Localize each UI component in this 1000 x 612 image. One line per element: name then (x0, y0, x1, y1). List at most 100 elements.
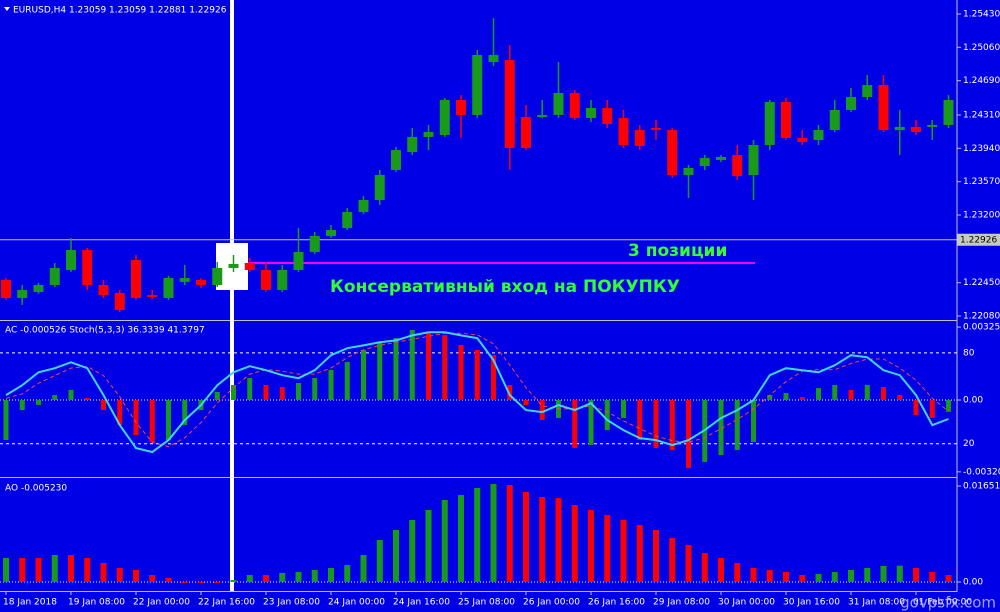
ac-bar (686, 400, 691, 469)
ao-bar (214, 581, 221, 583)
ac-bar (832, 384, 838, 401)
candle-body (342, 211, 353, 229)
ao-bar (230, 580, 237, 582)
ao-bar (198, 581, 204, 583)
ao-bar (896, 565, 903, 582)
candle-body (456, 99, 466, 115)
ac-bar (881, 386, 886, 401)
ac-bar (523, 400, 529, 405)
ao-bar (279, 572, 286, 582)
ac-bar (214, 391, 220, 401)
candle-body (261, 269, 271, 290)
ac-bar (296, 382, 301, 401)
ao-bar (165, 577, 172, 582)
ao-bar (523, 492, 529, 582)
candle-body (17, 289, 28, 298)
ao-bar (328, 567, 334, 582)
ao-bar (409, 520, 416, 582)
candle-body (244, 263, 255, 270)
candle-body (764, 101, 775, 145)
ao-bar (831, 571, 838, 582)
candle-body (781, 101, 791, 138)
candle-body (846, 97, 856, 111)
candle-body (537, 114, 548, 118)
ac-bar (491, 355, 496, 401)
x-tick-label: 24 Jan 00:00 (328, 598, 385, 608)
candle-body (277, 269, 288, 290)
candle-body (196, 279, 206, 286)
ac-bar (816, 388, 821, 401)
x-tick-label: 30 Jan 16:00 (783, 598, 840, 608)
last-price-label: 1.22926 (960, 235, 997, 245)
ao-bar (815, 573, 822, 582)
ac-bar (426, 331, 431, 401)
ao-bar (766, 570, 773, 582)
ao-bar (84, 557, 91, 582)
candle-body (878, 85, 889, 131)
y-tick-label: 1.22080 (963, 312, 1000, 322)
candle-body (732, 154, 743, 177)
ao-bar (685, 545, 692, 582)
candle-body (699, 157, 710, 166)
ac-bar (751, 400, 756, 442)
x-tick-label: 26 Jan 00:00 (523, 598, 580, 608)
ac-bar (767, 395, 773, 401)
x-tick-label: 23 Jan 08:00 (263, 598, 320, 608)
y-tick-label: 1.23940 (963, 144, 1000, 154)
ac-bar (101, 400, 106, 411)
candle-body (33, 285, 44, 292)
ao-bar (425, 510, 432, 582)
ac-bar (344, 362, 350, 401)
candle-body (212, 267, 223, 286)
ac-bar (19, 400, 25, 411)
ao-bar (929, 571, 936, 582)
candle-body (602, 108, 613, 124)
candle-body (894, 126, 905, 131)
x-tick-label: 01 Feb 00:00 (913, 598, 972, 608)
ao-bar (458, 495, 464, 582)
candle-body (504, 59, 515, 148)
candle-body (586, 108, 596, 119)
candle-body (667, 130, 678, 176)
x-tick-label: 22 Jan 00:00 (133, 598, 190, 608)
candle-body (862, 85, 873, 98)
y-tick-label: 0.016511 (963, 482, 1000, 492)
ao-bar (490, 483, 497, 582)
candle-body (49, 267, 60, 286)
candle-body (131, 259, 141, 298)
ac-bar (52, 395, 58, 401)
ao-bar (636, 525, 643, 582)
candle-body (553, 92, 564, 115)
ac-bar (36, 400, 41, 405)
ao-bar (51, 555, 58, 582)
ao-bar (295, 571, 302, 582)
ac-bar (604, 400, 610, 431)
stoch-signal (5, 332, 949, 448)
ao-bar (474, 487, 481, 582)
candle-body (488, 55, 499, 63)
ao-bar (864, 567, 871, 582)
candle-body (228, 264, 239, 268)
x-tick-label: 18 Jan 2018 (3, 598, 57, 608)
ao-bar (783, 571, 789, 582)
ao-bar (246, 575, 253, 582)
y-tick-label: 1.24310 (963, 110, 1000, 120)
ac-bar (84, 397, 90, 401)
ac-bar (653, 400, 659, 449)
y-tick-label: 1.23570 (963, 177, 1000, 187)
candle-body (829, 110, 840, 131)
ac-bar (864, 384, 870, 401)
ao-bar (19, 557, 26, 582)
candle-body (114, 292, 125, 310)
ac-bar (669, 400, 675, 451)
x-tick-label: 22 Jan 16:00 (198, 598, 255, 608)
ac-bar (637, 400, 643, 440)
ac-bar (507, 384, 513, 401)
ao-bar (848, 570, 854, 582)
ao-bar (149, 575, 156, 582)
ac-bar (377, 342, 383, 401)
ao-bar (263, 575, 269, 582)
candle-body (634, 130, 645, 146)
